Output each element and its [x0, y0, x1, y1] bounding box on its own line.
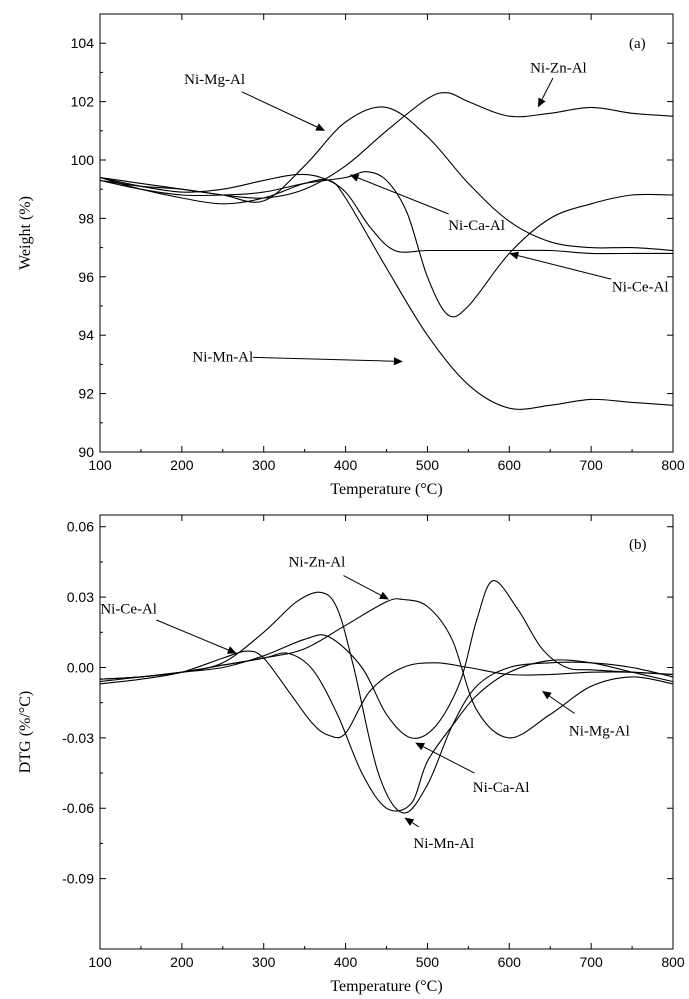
panel-b-annotation-arrow: [549, 695, 575, 714]
panel-a-annotation-arrow: [241, 91, 318, 128]
panel-b-x-tick-label: 800: [661, 954, 685, 970]
panel-b-series-ni-ce-al: [99, 650, 674, 739]
panel-b-y-tick-label: 0.00: [67, 659, 94, 675]
panel-b-y-tick-label: -0.03: [62, 730, 94, 746]
panel-a-annotation-arrow: [541, 77, 554, 100]
panel-a-annotation-arrow: [517, 255, 612, 280]
panel-b-x-tick-label: 500: [416, 954, 440, 970]
panel-a-x-tick-label: 500: [416, 457, 440, 473]
panel-b-x-tick-label: 200: [170, 954, 194, 970]
panel-b-annotation-ni-ca-al: Ni-Ca-Al: [473, 780, 530, 796]
panel-a-y-tick-label: 104: [71, 35, 95, 51]
panel-b-series-ni-ca-al: [99, 652, 674, 812]
panel-a-x-tick-label: 100: [88, 457, 112, 473]
panel-a-annotation-ni-mg-al: Ni-Mg-Al: [184, 72, 245, 88]
panel-a-x-tick-label: 800: [661, 457, 685, 473]
panel-a-annotation-ni-zn-al: Ni-Zn-Al: [530, 60, 587, 76]
panel-a-x-tick-label: 600: [498, 457, 522, 473]
panel-b-x-tick-label: 600: [498, 954, 522, 970]
panel-b-annotation-arrow-head: [404, 817, 415, 826]
panel-b-x-tick-label: 300: [252, 954, 276, 970]
panel-b-y-axis-title: DTG (%/°C): [17, 691, 34, 773]
panel-a-x-axis-title: Temperature (°C): [330, 481, 442, 498]
panel-b-annotation-arrow: [422, 746, 475, 774]
panel-b-annotation-arrow: [156, 619, 229, 651]
panel-b-annotation-ni-mg-al: Ni-Mg-Al: [569, 724, 630, 740]
panel-b-label: (b): [629, 537, 647, 553]
panel-b-y-tick-label: -0.09: [62, 871, 94, 887]
panel-a-y-tick-label: 94: [78, 327, 94, 343]
panel-b-x-tick-label: 100: [88, 954, 112, 970]
panel-a-y-tick-label: 92: [78, 386, 94, 402]
panel-b-y-tick-label: 0.03: [67, 589, 94, 605]
panel-a-x-tick-label: 700: [579, 457, 603, 473]
panel-b-annotation-ni-zn-al: Ni-Zn-Al: [289, 555, 346, 571]
panel-b-y-tick-label: 0.06: [67, 519, 94, 535]
panel-a-x-tick-label: 200: [170, 457, 194, 473]
panel-a-annotation-ni-mn-al: Ni-Mn-Al: [192, 349, 253, 365]
chart-panel-a-weight: 100 200 300 400 500 600 700 800 90 92 94 96 98 100 102…: [17, 13, 685, 498]
panel-a-series-ni-mg-al: [99, 106, 674, 252]
panel-b-x-tick-label: 700: [579, 954, 603, 970]
panel-a-annotation-arrow-head: [393, 357, 403, 366]
panel-a-annotation-arrow-head: [315, 123, 326, 131]
panel-a-series-ni-ca-al: [99, 171, 674, 318]
panel-b-series-ni-zn-al: [99, 598, 674, 739]
panel-a-annotation-arrow-head: [509, 251, 519, 260]
panel-a-annotation-arrow-head: [537, 97, 546, 108]
panel-b-annotation-ni-mn-al: Ni-Mn-Al: [413, 836, 474, 852]
panel-a-x-tick-label: 300: [252, 457, 276, 473]
panel-b-annotation-arrow-head: [542, 690, 552, 700]
panel-a-y-tick-label: 100: [71, 152, 95, 168]
panel-b-annotation-arrow-head: [226, 646, 237, 654]
panel-b-annotation-ni-ce-al: Ni-Ce-Al: [100, 602, 157, 618]
panel-a-series-ni-ce-al: [99, 173, 673, 255]
panel-a-y-tick-label: 98: [78, 210, 94, 226]
panel-a-y-tick-label: 90: [78, 444, 94, 460]
panel-a-annotation-arrow-head: [349, 174, 360, 182]
panel-a-label: (a): [629, 36, 646, 52]
panel-b-series-ni-mg-al: [99, 580, 674, 739]
panel-b-series-ni-mn-al: [99, 591, 674, 814]
panel-a-annotation-ni-ca-al: Ni-Ca-Al: [448, 218, 505, 234]
panel-b-x-tick-label: 400: [334, 954, 358, 970]
panel-b-y-tick-label: -0.06: [62, 800, 94, 816]
panel-a-annotation-arrow: [252, 356, 394, 362]
panel-b-annotation-arrow: [343, 575, 382, 596]
panel-a-annotation-ni-ce-al: Ni-Ce-Al: [612, 279, 669, 295]
panel-a-annotation-arrow: [357, 177, 449, 215]
panel-a-y-tick-label: 96: [78, 269, 94, 285]
panel-a-y-tick-label: 102: [71, 94, 95, 110]
panel-a-series-ni-zn-al: [99, 92, 674, 199]
panel-b-x-axis-title: Temperature (°C): [330, 978, 442, 995]
panel-a-y-axis-title: Weight (%): [17, 196, 34, 270]
chart-panel-b-dtg: 100 200 300 400 500 600 700 800 -0.09 -0.06 -0.03 0…: [17, 514, 685, 995]
panel-b-annotation-arrow-head: [379, 591, 389, 600]
panel-a-series-ni-mn-al: [99, 176, 674, 410]
panel-b-annotation-arrow-head: [415, 742, 425, 751]
panel-a-x-tick-label: 400: [334, 457, 358, 473]
panel-b-annotation-arrow: [411, 822, 419, 828]
